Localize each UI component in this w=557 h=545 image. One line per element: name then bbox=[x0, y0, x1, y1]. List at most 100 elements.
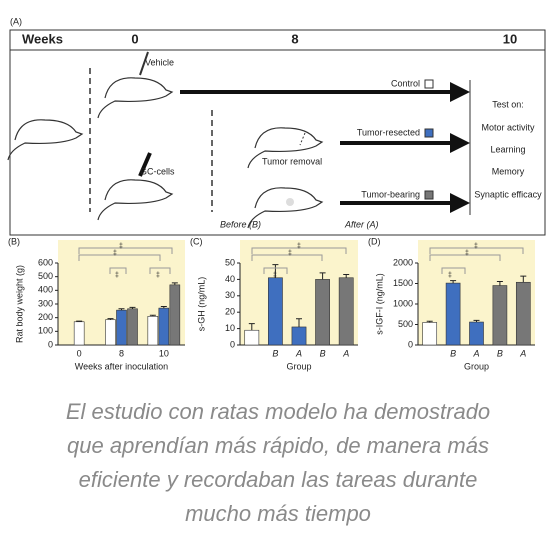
phase-label: After (A) bbox=[344, 219, 379, 229]
significance-bracket bbox=[149, 267, 171, 274]
rats bbox=[7, 51, 324, 229]
error-bar bbox=[248, 323, 255, 331]
significance-bracket bbox=[78, 254, 161, 261]
bar bbox=[315, 279, 330, 346]
bar bbox=[73, 321, 85, 346]
x-tick-label: B bbox=[497, 348, 503, 358]
week: 8 bbox=[291, 31, 298, 46]
bar bbox=[147, 315, 159, 346]
procedure-label: Tumor removal bbox=[262, 156, 322, 166]
bar bbox=[338, 277, 354, 346]
bar bbox=[492, 285, 508, 346]
y-tick-label: 200 bbox=[38, 312, 53, 322]
error-bar bbox=[426, 320, 433, 323]
y-tick-label: 100 bbox=[38, 326, 53, 336]
test-title: Test on: bbox=[492, 99, 524, 109]
y-tick-label: 30 bbox=[225, 290, 235, 300]
x-tick-label: 0 bbox=[77, 348, 82, 358]
caption-line: que aprendían más rápido, de manera más bbox=[67, 433, 489, 458]
bar bbox=[127, 308, 138, 346]
significance-bracket bbox=[429, 254, 501, 261]
x-axis-label: Weeks after inoculation bbox=[75, 361, 168, 371]
x-tick-label: B bbox=[320, 348, 326, 358]
bar bbox=[105, 319, 116, 346]
significance-bracket bbox=[251, 247, 347, 254]
panel-label: (A) bbox=[10, 16, 22, 26]
bar bbox=[158, 307, 170, 346]
group-label: Control bbox=[391, 78, 420, 88]
week: 0 bbox=[131, 31, 138, 46]
significance-mark: ‡ bbox=[113, 250, 117, 257]
group-label: Tumor-bearing bbox=[361, 189, 420, 199]
y-tick-label: 500 bbox=[38, 271, 53, 281]
x-tick-label: B bbox=[450, 348, 456, 358]
error-bar bbox=[149, 314, 156, 317]
caption-line: eficiente y recordaban las tareas durant… bbox=[79, 467, 478, 492]
significance-mark: ‡ bbox=[288, 250, 292, 257]
group-swatch bbox=[424, 190, 434, 200]
test-item: Memory bbox=[492, 166, 525, 176]
test-item: Synaptic efficacy bbox=[474, 189, 542, 199]
y-tick-label: 400 bbox=[38, 285, 53, 295]
test-item: Motor activity bbox=[481, 122, 535, 132]
test-item: Learning bbox=[490, 144, 525, 154]
x-tick-label: 8 bbox=[119, 348, 124, 358]
x-tick-label: B bbox=[272, 348, 278, 358]
y-tick-label: 0 bbox=[230, 339, 235, 349]
group-swatch bbox=[424, 79, 434, 89]
panel-label: (D) bbox=[368, 236, 381, 246]
error-bar bbox=[473, 319, 480, 323]
y-tick-label: 300 bbox=[38, 298, 53, 308]
group-swatch bbox=[424, 128, 434, 138]
treatment-label: GC-cells bbox=[140, 166, 175, 176]
x-axis-label: Group bbox=[286, 361, 311, 371]
bar bbox=[268, 277, 283, 346]
bar bbox=[469, 321, 484, 346]
error-bar bbox=[319, 272, 326, 280]
significance-mark: ‡ bbox=[156, 272, 160, 279]
caption-line: mucho más tiempo bbox=[185, 501, 371, 526]
x-axis-label: Group bbox=[464, 361, 489, 371]
x-tick-label: A bbox=[472, 348, 479, 358]
weeks-label: Weeks bbox=[22, 31, 63, 46]
significance-bracket bbox=[251, 254, 323, 261]
x-tick-label: A bbox=[519, 348, 526, 358]
y-tick-label: 1000 bbox=[393, 298, 413, 308]
error-bar bbox=[296, 318, 302, 327]
significance-bracket bbox=[263, 267, 288, 274]
x-tick-label: 10 bbox=[159, 348, 169, 358]
significance-bracket bbox=[78, 247, 173, 254]
y-tick-label: 40 bbox=[225, 274, 235, 284]
error-bar bbox=[496, 280, 503, 286]
bar bbox=[116, 309, 127, 346]
x-tick-label: A bbox=[295, 348, 302, 358]
y-tick-label: 50 bbox=[225, 257, 235, 267]
arrows bbox=[180, 80, 471, 215]
bar bbox=[422, 322, 438, 346]
significance-bracket bbox=[441, 267, 466, 274]
y-tick-label: 0 bbox=[48, 339, 53, 349]
error-bar bbox=[450, 280, 457, 284]
y-axis-label: s-GH (ng/mL) bbox=[196, 277, 206, 332]
bar bbox=[244, 329, 260, 346]
error-bar bbox=[171, 282, 178, 285]
x-tick-label: A bbox=[342, 348, 349, 358]
significance-bracket bbox=[429, 247, 524, 254]
y-axis-label: s-IGF-I (ng/mL) bbox=[374, 273, 384, 335]
bar bbox=[515, 281, 531, 346]
phase-label: Before (B) bbox=[220, 219, 261, 229]
significance-mark: ‡ bbox=[465, 250, 469, 257]
y-tick-label: 20 bbox=[225, 307, 235, 317]
bar bbox=[445, 282, 461, 346]
significance-mark: ‡ bbox=[273, 272, 277, 279]
significance-mark: ‡ bbox=[474, 243, 478, 250]
panel-label: (B) bbox=[8, 236, 20, 246]
panel-frame bbox=[9, 29, 546, 236]
error-bar bbox=[129, 306, 136, 309]
y-tick-label: 2000 bbox=[393, 257, 413, 267]
error-bar bbox=[343, 273, 350, 278]
y-tick-label: 1500 bbox=[393, 278, 413, 288]
treatment-label: Vehicle bbox=[145, 57, 174, 67]
significance-mark: ‡ bbox=[297, 243, 301, 250]
